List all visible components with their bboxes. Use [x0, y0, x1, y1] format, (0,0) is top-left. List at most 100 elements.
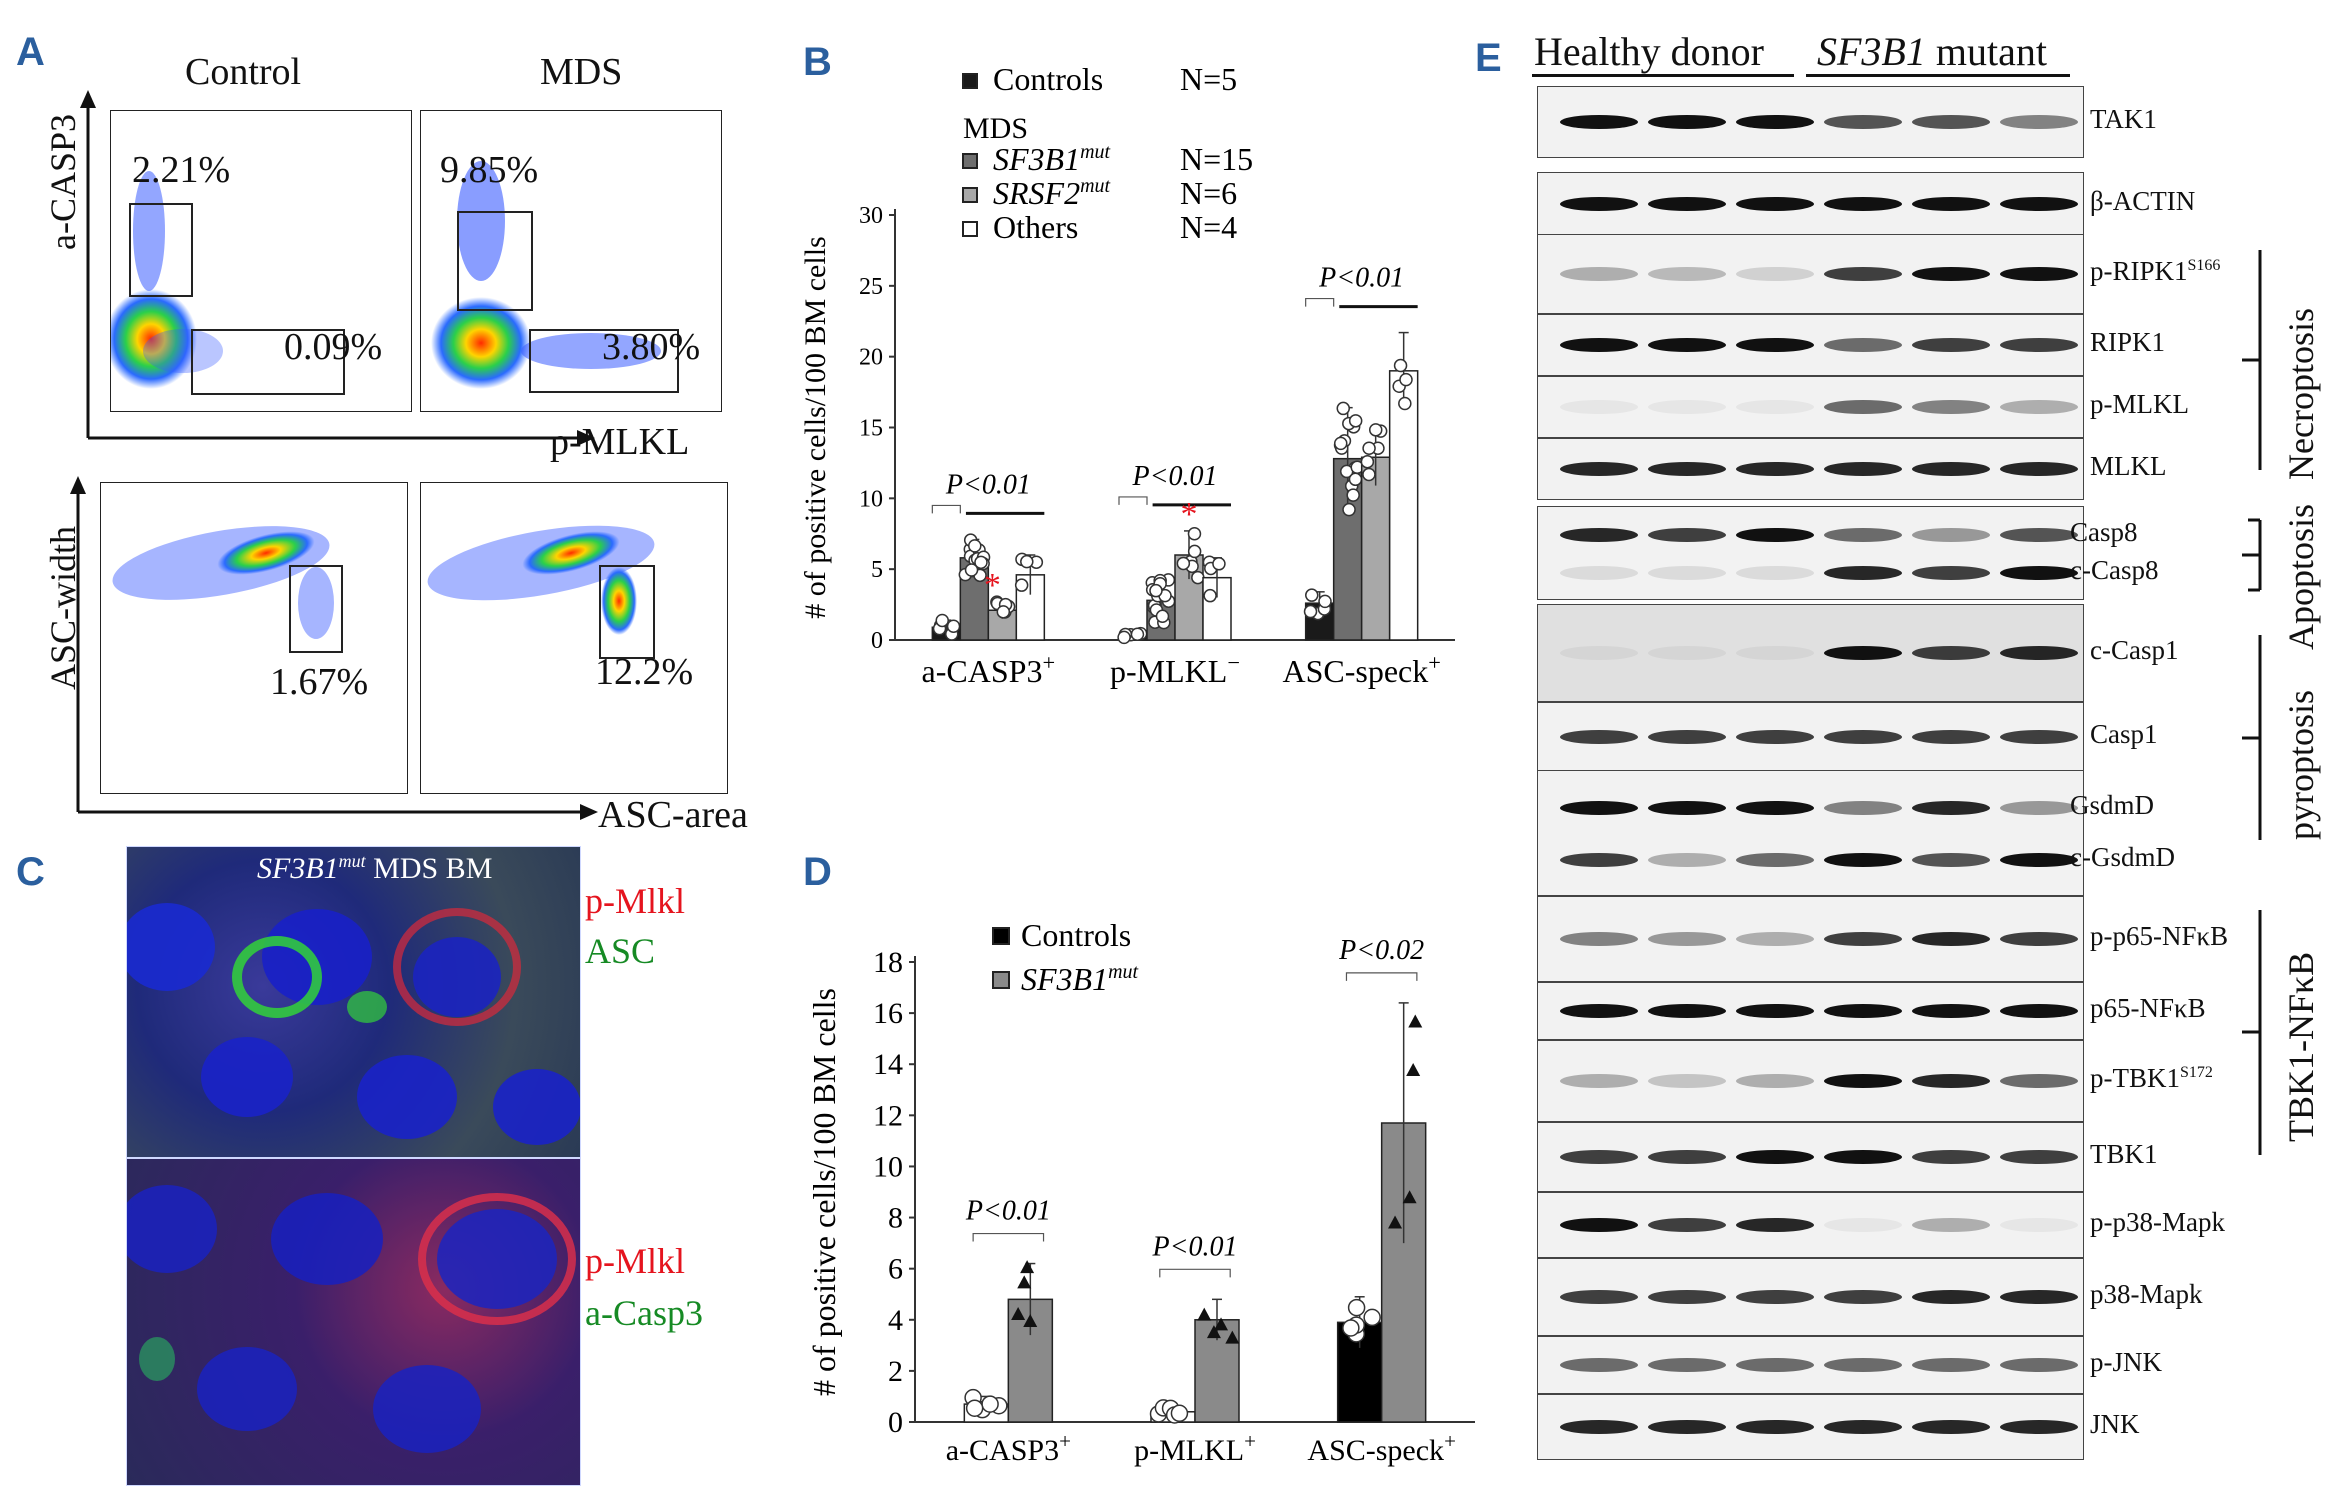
blot-p38-mapk [1537, 1258, 2084, 1336]
panel-a-top-xlabel: p-MLKL [550, 421, 690, 463]
control-lower-gate-pct: 0.09% [284, 326, 383, 368]
data-point [1212, 557, 1226, 571]
blot-band [1736, 462, 1814, 476]
blot-band [1648, 801, 1726, 816]
blot-band [2000, 730, 2078, 744]
blot-band [1736, 1218, 1814, 1232]
blot-band [1648, 1074, 1726, 1088]
blot-band [1648, 462, 1726, 476]
blot-band [1736, 1290, 1814, 1304]
blot-band [1912, 1420, 1990, 1434]
blot-band [1912, 1004, 1990, 1018]
data-point [1406, 1062, 1421, 1076]
y-tick-label: 25 [859, 274, 883, 300]
x-category-label: ASC-speck+ [1307, 1429, 1456, 1467]
title-rest: MDS BM [365, 852, 493, 885]
legend-swatch [962, 221, 978, 237]
blot-casp1 [1537, 702, 2084, 772]
micrograph-cells [127, 1185, 576, 1453]
blot-band [2000, 197, 2078, 211]
data-point [1305, 588, 1319, 602]
blot-band [1912, 1218, 1990, 1232]
blot-label: c-Casp1 [2090, 635, 2179, 665]
legend-label: Controls [1021, 917, 1131, 953]
legend-n: N=4 [1180, 209, 1237, 245]
data-point [1117, 630, 1131, 645]
blot-band [1912, 566, 1990, 581]
scatter-points [111, 171, 223, 389]
blot-band [1736, 197, 1814, 211]
data-point [1399, 372, 1413, 387]
blot-band [1824, 801, 1902, 816]
blot-label: c-GsdmD [2070, 842, 2175, 873]
blot-label: p-p38-Mapk [2090, 1207, 2225, 1237]
title-gene: SF3B1 [257, 852, 339, 885]
blot-band [2000, 1290, 2078, 1304]
blot-band [1648, 1290, 1726, 1304]
mds-upper-gate-pct: 9.85% [440, 149, 539, 191]
blot-band [1824, 197, 1902, 211]
blot-band [1560, 1358, 1638, 1372]
data-point [981, 1395, 999, 1413]
data-point [1206, 1325, 1221, 1339]
blot-label: RIPK1 [2090, 327, 2166, 357]
blot-label: p-p65-NFκB [2090, 921, 2229, 951]
data-point [1342, 502, 1356, 517]
x-category-label: a-CASP3+ [946, 1429, 1071, 1467]
significance-star: * [1181, 496, 1198, 533]
blot-p-p65-nf-b [1537, 896, 2084, 982]
data-point [1368, 423, 1383, 437]
y-tick-label: 10 [873, 1150, 903, 1183]
flow-plot-control-asc [100, 482, 408, 794]
blot-band [2000, 566, 2078, 581]
blot-band [1824, 115, 1902, 129]
legend-swatch [992, 971, 1010, 989]
blot-gsdmd [1537, 770, 2084, 896]
legend-n: N=6 [1180, 175, 1237, 211]
blot-band [1736, 566, 1814, 581]
blot-label: JNK [2090, 1409, 2140, 1439]
title-sup: mut [338, 851, 366, 871]
x-category-sup: + [1428, 650, 1441, 675]
y-tick-label: 8 [888, 1202, 903, 1235]
data-point [1342, 1319, 1360, 1337]
data-point [1398, 396, 1412, 411]
blot-band [2000, 267, 2078, 281]
data-point [1348, 414, 1363, 428]
x-category-label: ASC-speck+ [1282, 650, 1440, 689]
micrograph-cells [127, 903, 580, 1145]
blot-band [1912, 646, 1990, 660]
blot-band [1736, 1074, 1814, 1088]
data-point [1346, 488, 1360, 502]
y-tick-label: 12 [873, 1099, 903, 1132]
blot-band [1560, 1420, 1638, 1434]
blot-band [1560, 197, 1638, 211]
legend-label: SRSF2mut [993, 175, 1111, 211]
blot-band [1824, 1218, 1902, 1232]
legend-n: N=5 [1180, 61, 1237, 97]
blot-band [1560, 400, 1638, 414]
data-point [1318, 594, 1332, 609]
blot-band [1912, 462, 1990, 476]
pvalue-bracket [1118, 496, 1148, 505]
significance-star: * [984, 567, 1001, 604]
header-rest: mutant [1925, 29, 2047, 74]
panel-a-top-axes [80, 90, 595, 446]
blot-band [1824, 338, 1902, 352]
y-tick-label: 0 [871, 628, 883, 654]
blot-label: p-MLKL [2090, 389, 2189, 419]
data-point [996, 605, 1011, 619]
group-pyroptosis: pyroptosis [2281, 689, 2321, 840]
blot-band [1912, 400, 1990, 414]
blot-band [1824, 1074, 1902, 1088]
legend-swatch [992, 927, 1010, 945]
blot-band [2000, 1358, 2078, 1372]
y-tick-label: 10 [859, 486, 883, 512]
blot-band [1560, 1074, 1638, 1088]
y-tick-label: 4 [888, 1304, 903, 1337]
blot-band [1824, 400, 1902, 414]
blot-p65-nf-b [1537, 982, 2084, 1040]
blot-label: c-Casp8 [2070, 555, 2159, 586]
blot-label: β-ACTIN [2090, 186, 2196, 216]
blot-band [1824, 1358, 1902, 1372]
